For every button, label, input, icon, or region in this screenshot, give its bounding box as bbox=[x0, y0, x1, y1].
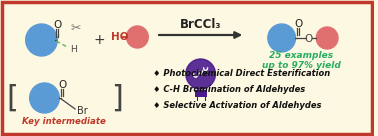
Circle shape bbox=[186, 59, 215, 89]
Text: O: O bbox=[304, 34, 313, 44]
Circle shape bbox=[26, 24, 57, 56]
Text: ✂: ✂ bbox=[71, 21, 81, 35]
Text: O: O bbox=[58, 80, 67, 90]
Text: O: O bbox=[294, 19, 303, 29]
Text: ]: ] bbox=[111, 84, 122, 112]
Circle shape bbox=[268, 24, 296, 52]
Text: H: H bbox=[70, 44, 77, 53]
Text: ♦ Photochemical Direct Esterification: ♦ Photochemical Direct Esterification bbox=[153, 69, 330, 78]
Circle shape bbox=[127, 26, 148, 48]
Text: ♦ Selective Activation of Aldehydes: ♦ Selective Activation of Aldehydes bbox=[153, 101, 322, 109]
Text: [: [ bbox=[6, 84, 18, 112]
Text: 25 examples: 25 examples bbox=[270, 52, 333, 61]
Text: Br: Br bbox=[77, 106, 88, 116]
Text: Key intermediate: Key intermediate bbox=[22, 118, 106, 126]
Bar bbox=[195, 90, 206, 97]
Text: HO: HO bbox=[111, 32, 128, 42]
Text: O: O bbox=[53, 20, 62, 30]
Text: ♦ C-H Bromination of Aldehydes: ♦ C-H Bromination of Aldehydes bbox=[153, 84, 305, 94]
Text: +: + bbox=[93, 33, 105, 47]
Text: BrCCl₃: BrCCl₃ bbox=[180, 18, 222, 32]
Text: up to 97% yield: up to 97% yield bbox=[262, 61, 341, 70]
Circle shape bbox=[29, 83, 59, 113]
Circle shape bbox=[316, 27, 338, 49]
